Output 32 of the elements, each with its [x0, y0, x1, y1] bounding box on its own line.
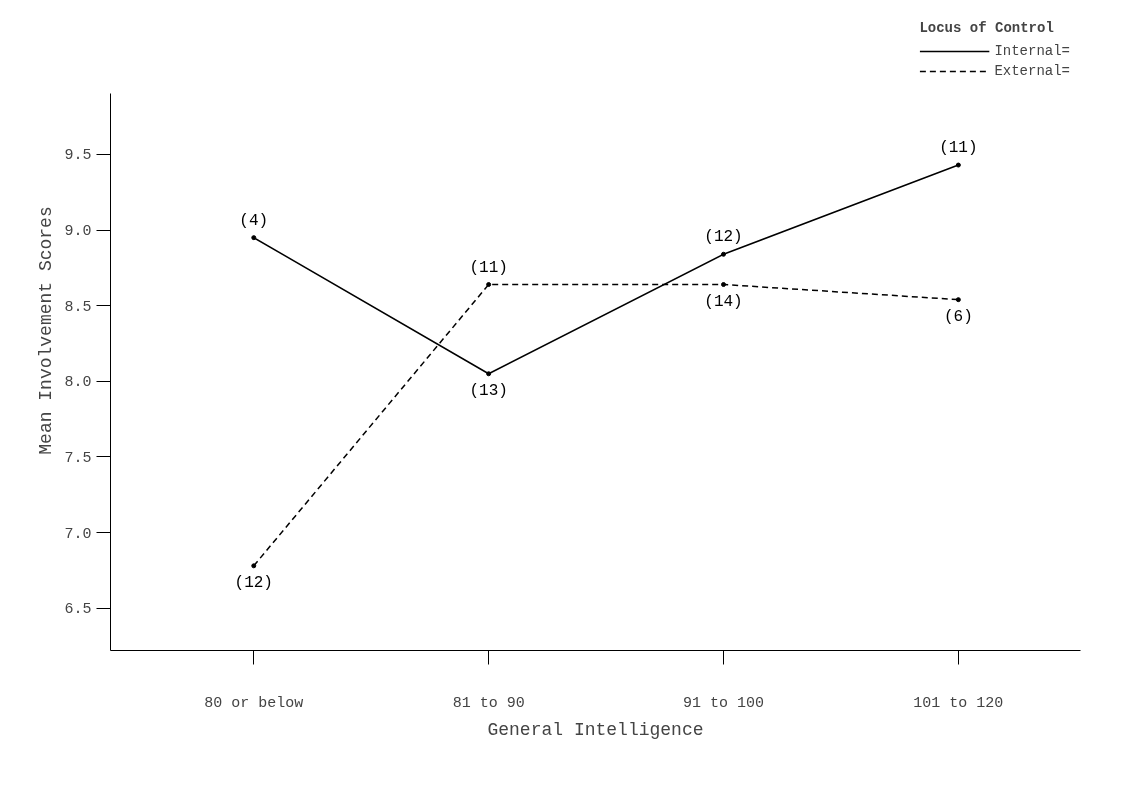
point [251, 235, 257, 241]
annotation: (12) [234, 573, 273, 592]
x-axis-title: General Intelligence [487, 719, 704, 740]
annotation: (4) [239, 211, 269, 230]
legend-label: External= [994, 63, 1070, 79]
y-axis-title: Mean Involvement Scores [36, 206, 57, 455]
annotation: (11) [939, 139, 978, 158]
x-tick-label: 80 or below [204, 694, 304, 712]
legend-title: Locus of Control [919, 20, 1055, 36]
y-tick-label: 9.0 [64, 223, 92, 241]
point [955, 162, 961, 168]
point [721, 282, 726, 288]
y-tick-label: 7.5 [64, 449, 92, 467]
x-tick-label: 101 to 120 [913, 694, 1004, 712]
annotation: (12) [704, 228, 743, 247]
y-tick-label: 9.5 [64, 147, 92, 165]
point [721, 251, 726, 257]
legend-label: Internal= [994, 43, 1070, 59]
annotation: (11) [469, 258, 508, 277]
point [486, 282, 492, 288]
y-tick-label: 8.0 [64, 374, 92, 392]
point [486, 371, 492, 377]
x-tick-label: 91 to 100 [683, 694, 765, 712]
annotation: (14) [704, 292, 743, 311]
annotation: (13) [469, 381, 508, 400]
annotation: (6) [943, 307, 973, 326]
y-tick-label: 8.5 [64, 298, 92, 316]
y-tick-label: 7.0 [64, 525, 92, 543]
point [955, 297, 961, 303]
y-tick-label: 6.5 [64, 601, 92, 619]
point [251, 563, 257, 569]
x-tick-label: 81 to 90 [452, 694, 525, 712]
